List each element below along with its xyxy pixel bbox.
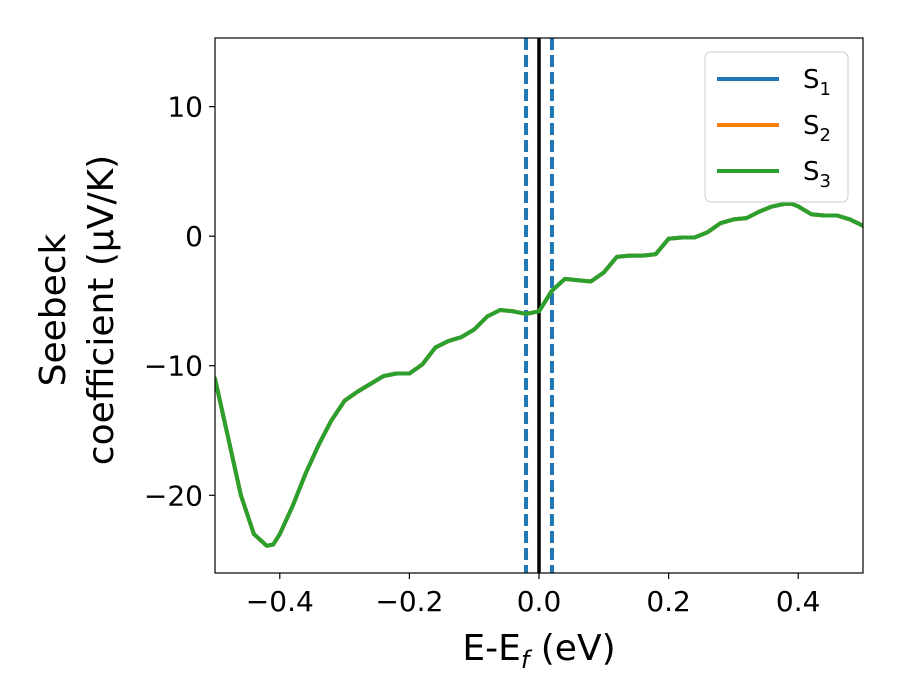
x-tick-label: 0.0 bbox=[517, 585, 562, 618]
y-axis-label-line1: Seebeck bbox=[33, 233, 74, 386]
x-axis-label: E-Ef (eV) bbox=[462, 628, 615, 674]
y-tick-label: 10 bbox=[167, 91, 203, 124]
legend-label-s2: S2 bbox=[803, 111, 831, 146]
x-tick-label: 0.4 bbox=[776, 585, 821, 618]
legend-label-s1: S1 bbox=[803, 65, 831, 100]
x-tick-label: −0.4 bbox=[246, 585, 314, 618]
legend-label-s3: S3 bbox=[803, 157, 831, 192]
series-line-s3 bbox=[215, 201, 863, 548]
x-axis-label-base: E-E bbox=[462, 628, 520, 669]
y-tick-label: −20 bbox=[144, 479, 203, 512]
legend: S1 S2 S3 bbox=[704, 51, 849, 203]
x-tick-label: 0.2 bbox=[646, 585, 691, 618]
x-tick-label: −0.2 bbox=[375, 585, 443, 618]
y-axis-label-line2: coefficient (μV/K) bbox=[81, 155, 122, 465]
y-tick-label: −10 bbox=[144, 350, 203, 383]
x-axis-label-tail: (eV) bbox=[529, 628, 615, 669]
y-tick-label: 0 bbox=[185, 220, 203, 253]
